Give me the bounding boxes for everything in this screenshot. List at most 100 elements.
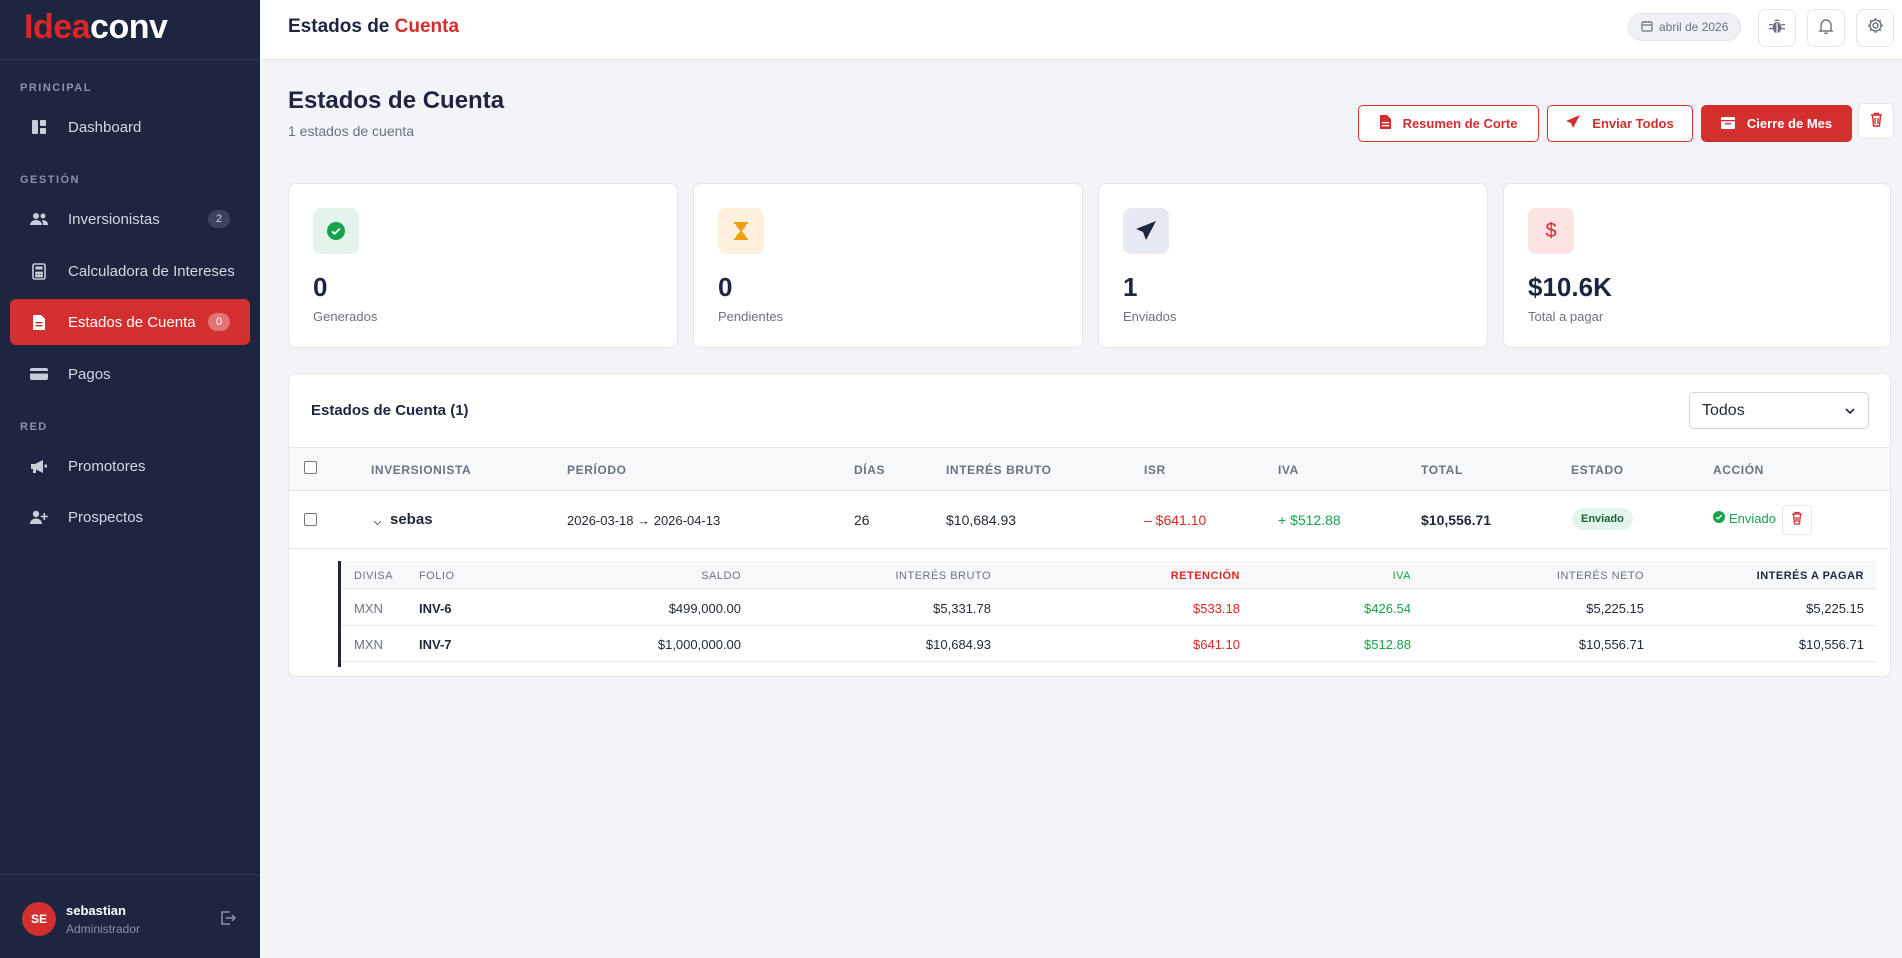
enviar-todos-button[interactable]: Enviar Todos [1547, 105, 1693, 142]
retention-cell: $641.10 [1193, 637, 1240, 652]
iva-cell: $426.54 [1364, 601, 1411, 616]
chevron-down-icon[interactable] [373, 514, 382, 532]
net-interest-cell: $10,556.71 [1578, 637, 1644, 652]
stat-label: Total a pagar [1528, 309, 1604, 324]
gross-interest-cell: $5,331.78 [933, 601, 991, 616]
gear-icon [1867, 17, 1884, 39]
sidebar-item-dashboard[interactable]: Dashboard [10, 104, 250, 150]
column-header[interactable]: INVERSIONISTA [371, 463, 472, 477]
column-header[interactable]: ACCIÓN [1713, 463, 1764, 477]
column-header[interactable]: INTERÉS BRUTO [946, 463, 1052, 477]
check-circle-icon [313, 208, 359, 254]
currency-cell: MXN [354, 637, 383, 652]
brand-logo[interactable]: Ideaconv [24, 8, 168, 47]
dashboard-icon [30, 118, 48, 136]
sidebar-item-calculadora[interactable]: Calculadora de Intereses [10, 248, 250, 294]
table-header: INVERSIONISTA PERÍODO DÍAS INTERÉS BRUTO… [289, 447, 1890, 491]
stat-value: $10.6K [1528, 272, 1612, 302]
sidebar-item-label: Promotores [68, 457, 146, 475]
chevron-down-icon [1844, 404, 1856, 422]
cierre-de-mes-button[interactable]: Cierre de Mes [1701, 105, 1852, 142]
detail-header: DIVISA FOLIO SALDO INTERÉS BRUTO RETENCI… [341, 561, 1876, 589]
topbar-title-part2: Cuenta [394, 16, 460, 37]
check-circle-icon [1713, 511, 1725, 526]
users-icon [30, 210, 48, 228]
trash-icon [1791, 511, 1803, 530]
folio-cell: INV-6 [419, 601, 452, 616]
calculator-icon [30, 262, 48, 280]
settings-button[interactable] [1856, 9, 1894, 47]
calendar-check-icon [1720, 115, 1735, 132]
detail-row: MXN INV-6 $499,000.00 $5,331.78 $533.18 … [341, 590, 1876, 626]
column-header[interactable]: IVA [1278, 463, 1299, 477]
sidebar-item-pagos[interactable]: Pagos [10, 351, 250, 397]
divider [0, 874, 260, 875]
page-title: Estados de Cuenta [288, 87, 505, 114]
stat-card-enviados: 1 Enviados [1098, 183, 1488, 348]
detail-column-header: INTERÉS BRUTO [895, 570, 991, 582]
megaphone-icon [30, 457, 48, 475]
dollar-icon: $ [1528, 208, 1574, 254]
date-label: abril de 2026 [1659, 20, 1729, 34]
sidebar: Ideaconv PRINCIPAL Dashboard GESTIÓN Inv… [0, 0, 260, 958]
detail-column-header: RETENCIÓN [1170, 570, 1240, 582]
user-name: sebastian [66, 903, 126, 918]
delete-all-button[interactable] [1858, 103, 1894, 139]
days-cell: 26 [854, 512, 870, 528]
bell-icon [1818, 18, 1834, 39]
detail-column-header: INTERÉS A PAGAR [1756, 570, 1864, 582]
sidebar-item-label: Estados de Cuenta [68, 313, 196, 331]
delete-row-button[interactable] [1782, 505, 1812, 535]
sidebar-item-estados-de-cuenta[interactable]: Estados de Cuenta 0 [10, 299, 250, 345]
statements-panel: Estados de Cuenta (1) Todos INVERSIONIST… [288, 373, 1891, 677]
bug-report-button[interactable] [1758, 9, 1796, 47]
sidebar-item-label: Dashboard [68, 118, 142, 136]
stat-value: 0 [313, 272, 328, 302]
hourglass-icon [718, 208, 764, 254]
document-icon [30, 313, 48, 331]
net-interest-cell: $5,225.15 [1586, 601, 1644, 616]
column-header[interactable]: TOTAL [1421, 463, 1463, 477]
column-header[interactable]: ISR [1144, 463, 1166, 477]
detail-column-header: DIVISA [354, 570, 394, 582]
stat-value: 1 [1123, 272, 1138, 302]
count-badge: 2 [208, 210, 230, 228]
section-label-gestion: GESTIÓN [20, 174, 81, 186]
sent-status: Enviado [1713, 511, 1776, 526]
button-label: Cierre de Mes [1746, 116, 1833, 131]
section-label-red: RED [20, 421, 48, 433]
pdf-icon [1379, 115, 1391, 132]
stat-card-generados: 0 Generados [288, 183, 678, 348]
sidebar-item-promotores[interactable]: Promotores [10, 443, 250, 489]
sidebar-item-prospectos[interactable]: Prospectos [10, 494, 250, 540]
paper-plane-icon [1123, 208, 1169, 254]
column-header[interactable]: DÍAS [854, 463, 886, 477]
interest-to-pay-cell: $10,556.71 [1798, 637, 1864, 652]
status-badge: Enviado [1572, 508, 1633, 530]
notifications-button[interactable] [1807, 9, 1845, 47]
row-checkbox[interactable] [304, 513, 317, 526]
select-all-checkbox[interactable] [304, 461, 317, 474]
sidebar-item-inversionistas[interactable]: Inversionistas 2 [10, 196, 250, 242]
divider [0, 59, 260, 60]
topbar-title-part1: Estados de [288, 16, 395, 37]
column-header[interactable]: PERÍODO [567, 463, 627, 477]
topbar-title: Estados de Cuenta [288, 16, 459, 38]
sent-label: Enviado [1729, 511, 1776, 526]
total-cell: $10,556.71 [1421, 512, 1492, 528]
retention-cell: $533.18 [1193, 601, 1240, 616]
resumen-de-corte-button[interactable]: Resumen de Corte [1358, 105, 1539, 142]
panel-title: Estados de Cuenta (1) [311, 402, 469, 419]
currency-cell: MXN [354, 601, 383, 616]
user-role: Administrador [66, 922, 141, 936]
status-filter-select[interactable]: Todos [1689, 392, 1869, 429]
column-header[interactable]: ESTADO [1571, 463, 1624, 477]
user-plus-icon [30, 508, 48, 526]
isr-cell: – $641.10 [1144, 512, 1207, 528]
select-value: Todos [1702, 401, 1745, 419]
date-selector[interactable]: abril de 2026 [1628, 13, 1742, 41]
logout-icon[interactable] [220, 910, 237, 931]
table-row[interactable]: sebas 2026-03-18 → 2026-04-13 26 $10,684… [289, 491, 1890, 549]
stat-label: Generados [313, 309, 378, 324]
avatar[interactable]: SE [22, 902, 56, 936]
